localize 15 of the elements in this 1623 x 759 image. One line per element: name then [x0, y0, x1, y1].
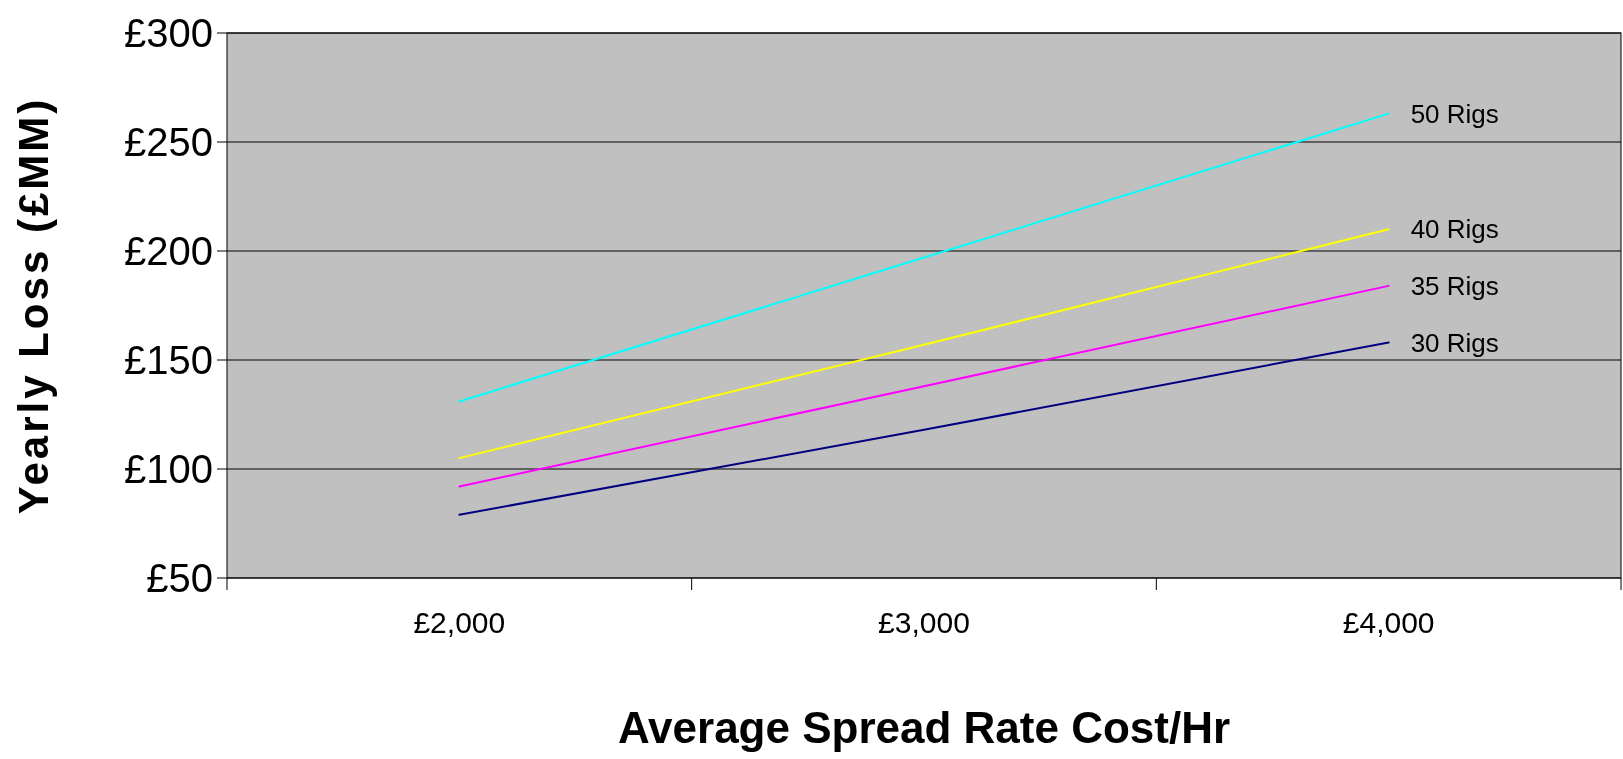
y-axis-title: Yearly Loss (£MM): [10, 96, 57, 515]
y-tick-label: £200: [124, 229, 213, 273]
y-tick-label: £150: [124, 338, 213, 382]
y-tick-label: £300: [124, 11, 213, 55]
series-label: 35 Rigs: [1410, 270, 1499, 301]
x-tick-label: £4,000: [1342, 606, 1435, 639]
x-axis-title: Average Spread Rate Cost/Hr: [617, 703, 1231, 752]
x-tick-label: £2,000: [413, 606, 506, 639]
y-tick-label: £100: [124, 447, 213, 491]
x-tick-label: £3,000: [878, 606, 970, 639]
series-label: 40 Rigs: [1410, 214, 1499, 245]
y-tick-label: £250: [124, 120, 213, 164]
y-tick-label: £50: [146, 556, 213, 600]
series-label: 50 Rigs: [1410, 98, 1499, 129]
series-label: 30 Rigs: [1410, 327, 1499, 358]
